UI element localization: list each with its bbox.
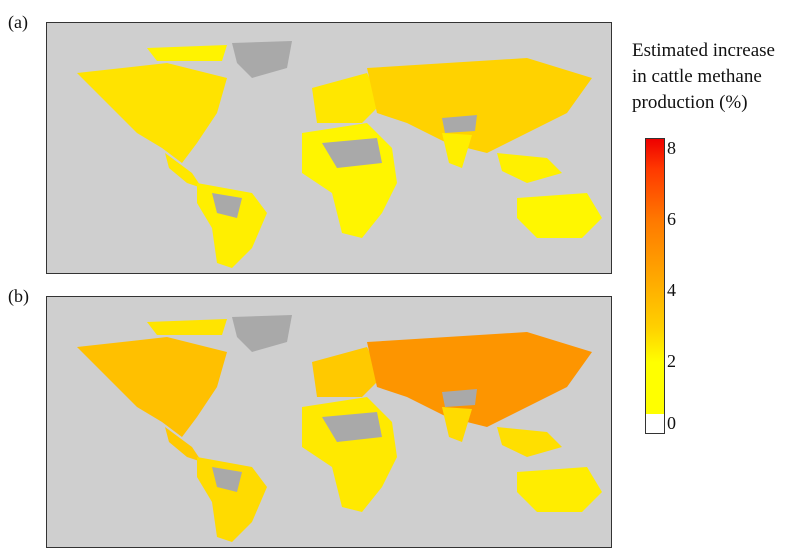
panel-a-label: (a): [8, 12, 28, 32]
region-africa: [302, 123, 397, 238]
colorbar-tick-0: 0: [667, 413, 676, 433]
region-arctic-islands: [147, 45, 227, 61]
region-europe: [312, 347, 382, 397]
region-asia: [367, 58, 592, 153]
region-india: [442, 133, 472, 168]
region-india: [442, 407, 472, 442]
region-amazon: [212, 467, 242, 492]
region-tibet: [442, 115, 477, 133]
region-sahara: [322, 138, 382, 168]
region-arctic-islands: [147, 319, 227, 335]
colorbar-tick-8: 8: [667, 138, 676, 158]
region-greenland: [232, 315, 292, 352]
colorbar: [645, 138, 665, 434]
region-africa: [302, 397, 397, 512]
legend-title: Estimated increase in cattle methane pro…: [632, 40, 775, 113]
region-central-america: [165, 153, 202, 188]
region-australia: [517, 193, 602, 238]
world-map-b: [77, 315, 602, 542]
region-north-america: [77, 337, 227, 437]
map-panel-a: [46, 22, 612, 274]
world-map-a: [77, 41, 602, 268]
region-se-asia: [497, 427, 562, 457]
region-south-america: [197, 457, 267, 542]
region-central-america: [165, 427, 202, 462]
region-greenland: [232, 41, 292, 78]
map-panel-b: [46, 296, 612, 548]
region-asia: [367, 332, 592, 427]
colorbar-tick-4: 4: [667, 280, 676, 300]
region-south-america: [197, 183, 267, 268]
region-se-asia: [497, 153, 562, 183]
colorbar-tick-2: 2: [667, 351, 676, 371]
colorbar-tick-6: 6: [667, 209, 676, 229]
region-amazon: [212, 193, 242, 218]
region-europe: [312, 73, 382, 123]
region-north-america: [77, 63, 227, 163]
region-sahara: [322, 412, 382, 442]
panel-b-label: (b): [8, 286, 29, 306]
region-tibet: [442, 389, 477, 407]
region-australia: [517, 467, 602, 512]
